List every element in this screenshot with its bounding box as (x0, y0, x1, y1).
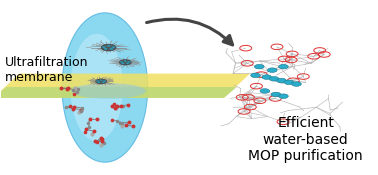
Circle shape (120, 61, 123, 63)
Circle shape (103, 80, 106, 82)
Circle shape (102, 82, 105, 83)
Polygon shape (70, 34, 123, 141)
Circle shape (279, 64, 288, 69)
Circle shape (126, 63, 129, 64)
Polygon shape (0, 74, 250, 98)
Circle shape (262, 75, 271, 79)
Circle shape (254, 64, 264, 69)
Circle shape (260, 89, 270, 93)
Circle shape (100, 80, 102, 81)
Text: Efficient
water-based
MOP purification: Efficient water-based MOP purification (248, 116, 363, 163)
Circle shape (104, 48, 107, 50)
Circle shape (101, 44, 116, 51)
Circle shape (291, 82, 301, 86)
Polygon shape (0, 87, 237, 98)
Circle shape (98, 82, 100, 83)
Circle shape (279, 94, 288, 98)
Circle shape (119, 60, 131, 65)
Polygon shape (62, 13, 148, 162)
Circle shape (96, 80, 99, 82)
Circle shape (284, 80, 294, 85)
Circle shape (268, 68, 277, 72)
Circle shape (124, 60, 127, 62)
Circle shape (102, 46, 105, 48)
FancyArrowPatch shape (147, 19, 232, 45)
Circle shape (107, 45, 110, 47)
Circle shape (122, 63, 124, 64)
Circle shape (269, 76, 279, 81)
Circle shape (128, 61, 130, 63)
Ellipse shape (71, 83, 146, 99)
Circle shape (112, 46, 115, 48)
Circle shape (251, 73, 260, 78)
Text: Ultrafiltration
membrane: Ultrafiltration membrane (5, 56, 88, 84)
Circle shape (271, 92, 281, 97)
Circle shape (110, 48, 113, 50)
Circle shape (277, 78, 287, 83)
Circle shape (96, 79, 107, 84)
